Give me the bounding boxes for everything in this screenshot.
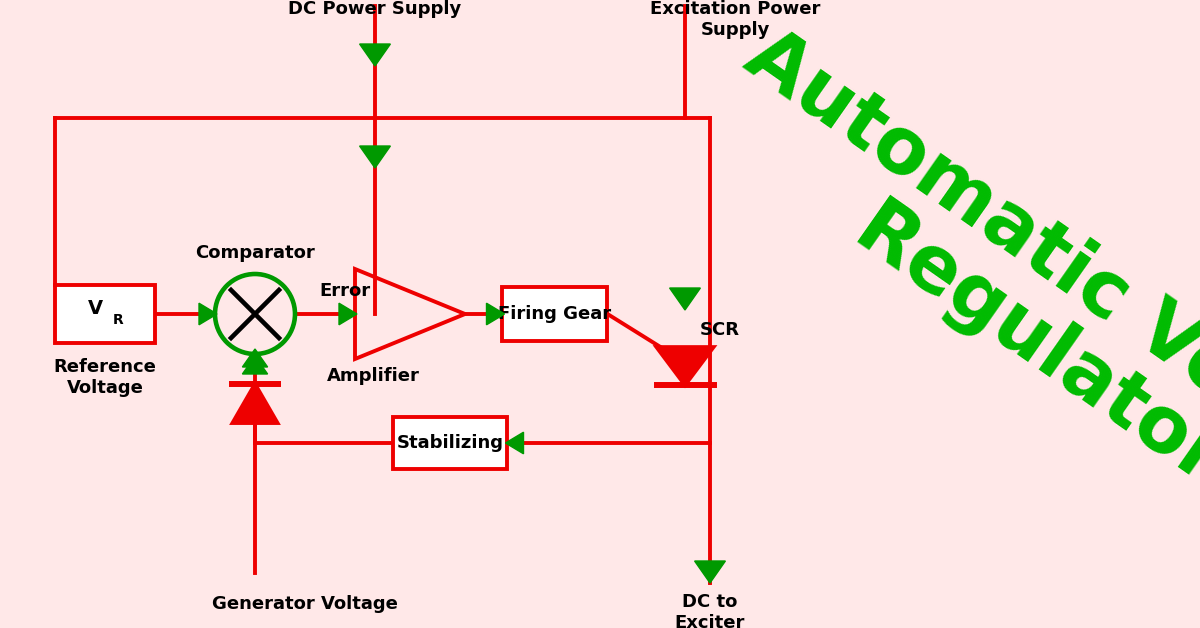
Text: Comparator: Comparator [196, 244, 314, 262]
Polygon shape [199, 303, 217, 325]
Polygon shape [360, 146, 390, 168]
Text: Reference
Voltage: Reference Voltage [54, 358, 156, 397]
Text: Automatic Voltage
Regulator: Automatic Voltage Regulator [684, 16, 1200, 612]
Text: V: V [88, 300, 102, 318]
Polygon shape [486, 303, 504, 325]
Text: Excitation Power
Supply: Excitation Power Supply [650, 0, 820, 39]
Bar [392, 417, 508, 469]
Text: R: R [113, 313, 124, 327]
Text: Generator Voltage: Generator Voltage [212, 595, 398, 613]
Text: Firing Gear: Firing Gear [498, 305, 612, 323]
Bar [55, 285, 155, 343]
Polygon shape [338, 303, 358, 325]
Polygon shape [656, 347, 714, 385]
Text: DC to
Exciter: DC to Exciter [674, 593, 745, 628]
Bar [503, 287, 607, 341]
Text: DC Power Supply: DC Power Supply [288, 0, 462, 18]
Polygon shape [233, 384, 277, 423]
Polygon shape [242, 349, 268, 367]
Text: SCR: SCR [700, 321, 740, 339]
Polygon shape [695, 561, 725, 583]
Polygon shape [242, 356, 268, 374]
Text: Error: Error [319, 282, 371, 300]
Text: Stabilizing: Stabilizing [396, 434, 504, 452]
Polygon shape [505, 432, 523, 454]
Text: Amplifier: Amplifier [326, 367, 420, 385]
Polygon shape [360, 44, 390, 66]
Polygon shape [670, 288, 701, 310]
